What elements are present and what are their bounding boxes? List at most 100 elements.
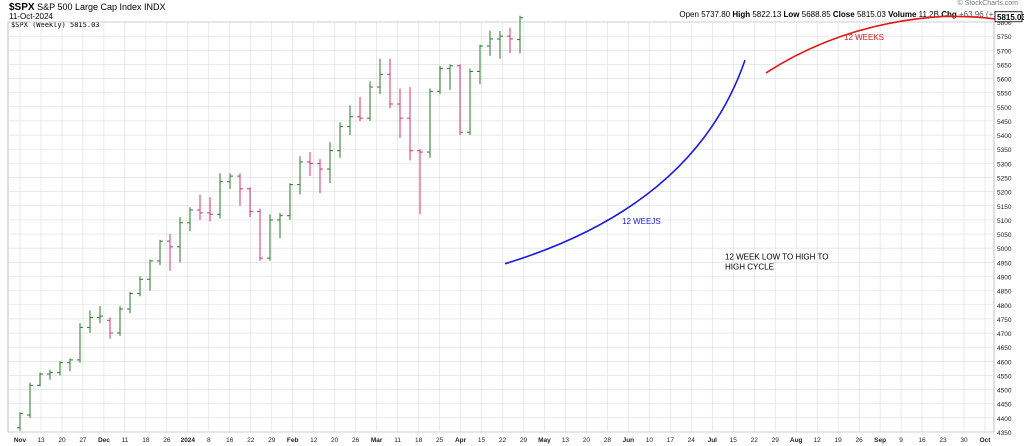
ohlc-bar bbox=[47, 369, 53, 380]
ohlc-bar bbox=[267, 214, 273, 261]
close-label: Close bbox=[832, 10, 855, 19]
ohlc-bar bbox=[447, 64, 453, 90]
high-label: High bbox=[732, 10, 751, 19]
ohlc-bar bbox=[137, 276, 143, 297]
y-tick-label: 5050 bbox=[997, 232, 1012, 239]
ohlc-bar bbox=[167, 234, 173, 271]
y-tick-label: 5300 bbox=[997, 161, 1012, 168]
grid bbox=[7, 21, 995, 433]
ohlc-bar bbox=[217, 173, 223, 219]
ohlc-bar bbox=[77, 323, 83, 363]
ohlc-bar bbox=[107, 317, 113, 339]
x-tick-label: 12 bbox=[814, 437, 822, 444]
blue-curve-label: 12 WEEJS bbox=[622, 217, 661, 226]
ohlc-stats: Open 5737.80 High 5822.13 Low 5688.85 Cl… bbox=[679, 10, 1018, 19]
y-tick-label: 5550 bbox=[997, 91, 1012, 98]
y-tick-label: 4550 bbox=[997, 373, 1012, 380]
x-tick-label: 15 bbox=[730, 437, 738, 444]
y-tick-label: 4950 bbox=[997, 260, 1012, 267]
credit: © StockCharts.com bbox=[957, 0, 1018, 7]
x-tick-label: 22 bbox=[247, 437, 255, 444]
ohlc-bar bbox=[327, 142, 333, 184]
last-price-box bbox=[994, 11, 1023, 23]
ohlc-bar bbox=[97, 306, 103, 324]
y-tick-label: 5150 bbox=[997, 204, 1012, 211]
y-tick-label: 5400 bbox=[997, 133, 1012, 140]
x-tick-label: 25 bbox=[436, 437, 444, 444]
x-tick-label: 11 bbox=[394, 437, 401, 444]
x-tick-label: 26 bbox=[856, 437, 864, 444]
chart-title: $SPX S&P 500 Large Cap Index INDX bbox=[9, 2, 166, 13]
x-tick-label: Nov bbox=[14, 437, 27, 444]
y-tick-label: 5350 bbox=[997, 147, 1012, 154]
ohlc-bar bbox=[147, 259, 153, 291]
y-tick-label: 5500 bbox=[997, 105, 1012, 112]
ohlc-bar bbox=[117, 306, 123, 336]
x-tick-label: Apr bbox=[455, 437, 467, 444]
blue-trend-curve bbox=[504, 59, 746, 265]
ohlc-bar bbox=[417, 149, 423, 215]
ohlc-bar bbox=[27, 382, 33, 418]
x-tick-label: May bbox=[538, 437, 551, 444]
x-tick-label: Jun bbox=[623, 437, 635, 444]
y-tick-label: 4700 bbox=[997, 331, 1012, 338]
y-tick-label: 4850 bbox=[997, 289, 1012, 296]
ohlc-bar bbox=[157, 239, 163, 266]
x-tick-label: 24 bbox=[688, 437, 696, 444]
ohlc-bar bbox=[477, 44, 483, 85]
low-label: Low bbox=[783, 10, 800, 19]
ohlc-bar bbox=[247, 187, 253, 218]
y-tick-label: 4800 bbox=[997, 303, 1012, 310]
x-tick-label: 29 bbox=[268, 437, 276, 444]
x-tick-label: 20 bbox=[58, 437, 66, 444]
ohlc-bar bbox=[367, 81, 373, 121]
x-tick-label: 13 bbox=[37, 437, 45, 444]
high-value: 5822.13 bbox=[752, 10, 782, 19]
x-tick-label: 17 bbox=[667, 437, 675, 444]
x-tick-label: 22 bbox=[499, 437, 507, 444]
y-tick-label: 4400 bbox=[997, 416, 1012, 423]
red-trend-curve bbox=[765, 15, 1011, 74]
x-tick-label: Sep bbox=[874, 437, 886, 444]
x-tick-label: 15 bbox=[478, 437, 486, 444]
close-value: 5815.03 bbox=[856, 10, 886, 19]
ohlc-bar bbox=[467, 68, 473, 136]
ohlc-bar bbox=[227, 173, 233, 189]
ohlc-bar bbox=[237, 173, 243, 206]
y-axis: 4350 4400 4450 4500 4550 4600 4650 4700 4750 4800… bbox=[997, 20, 1012, 437]
ohlc-bar bbox=[207, 197, 213, 222]
red-curve-label: 12 WEEKS bbox=[844, 33, 884, 42]
ohlc-bar bbox=[517, 15, 523, 54]
series-legend: $SPX (Weekly) 5815.03 bbox=[11, 21, 100, 29]
y-tick-label: 5750 bbox=[997, 34, 1012, 41]
ohlc-bar bbox=[67, 358, 73, 372]
y-tick-label: 4350 bbox=[997, 430, 1012, 437]
last-price-label: 5815.03 bbox=[997, 13, 1024, 22]
ohlc-bar bbox=[487, 30, 493, 56]
x-tick-label: 29 bbox=[520, 437, 528, 444]
index-name: S&P 500 Large Cap Index bbox=[37, 2, 142, 12]
x-tick-label: 8 bbox=[207, 437, 211, 444]
x-tick-label: Dec bbox=[98, 437, 110, 444]
ohlc-bar bbox=[287, 183, 293, 220]
y-tick-label: 5650 bbox=[997, 62, 1012, 69]
ohlc-bar bbox=[297, 156, 303, 195]
ohlc-bar bbox=[57, 361, 63, 376]
ohlc-bar bbox=[507, 27, 513, 54]
y-tick-label: 4450 bbox=[997, 402, 1012, 409]
ohlc-bar bbox=[347, 105, 353, 136]
x-tick-label: 13 bbox=[562, 437, 570, 444]
x-tick-label: Jul bbox=[708, 437, 718, 444]
ohlc-bar bbox=[17, 412, 23, 431]
ohlc-bar bbox=[187, 207, 193, 232]
y-tick-label: 5450 bbox=[997, 119, 1012, 126]
x-tick-label: 20 bbox=[331, 437, 339, 444]
x-tick-label: 11 bbox=[122, 437, 129, 444]
x-tick-label: 18 bbox=[415, 437, 423, 444]
x-tick-label: 16 bbox=[918, 437, 926, 444]
x-tick-label: 23 bbox=[939, 437, 947, 444]
x-tick-label: 22 bbox=[751, 437, 759, 444]
x-tick-label: 20 bbox=[583, 437, 591, 444]
ohlc-bar bbox=[337, 122, 343, 158]
